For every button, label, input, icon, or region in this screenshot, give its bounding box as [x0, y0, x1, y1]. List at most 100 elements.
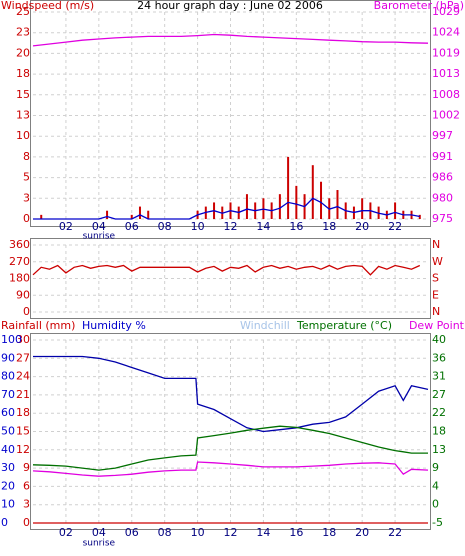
y3-tick-label: 60: [1, 406, 15, 419]
panel-frame: [30, 333, 431, 530]
y2-tick-label: 31: [432, 370, 446, 383]
y2-tick-label: -5: [432, 516, 443, 529]
y-tick-label: 5: [23, 171, 30, 184]
y2-tick-label: 4: [432, 479, 439, 492]
y-tick-label: 3: [23, 191, 30, 204]
series-line: [32, 264, 421, 276]
y-axis-label: Windspeed (m/s): [1, 0, 94, 12]
panel-frame: [30, 0, 431, 227]
x-tick-label: 18: [322, 526, 336, 539]
y3-tick-label: 0: [1, 516, 8, 529]
y-tick-label: 6: [23, 479, 30, 492]
x-tick-label: 16: [289, 526, 303, 539]
y2-tick-label: 22: [432, 406, 446, 419]
x-tick-label: 06: [125, 526, 139, 539]
y2-tick-label: 991: [432, 150, 453, 163]
x-tick-label: 08: [158, 526, 172, 539]
y3-tick-label: 40: [1, 443, 15, 456]
y2-tick-label: E: [432, 288, 439, 301]
y-tick-label: 27: [16, 351, 30, 364]
y-tick-label: 10: [16, 129, 30, 142]
x-tick-label: 18: [322, 220, 336, 233]
y-tick-label: 90: [16, 288, 30, 301]
y2-tick-label: 1013: [432, 67, 460, 80]
y-tick-label: 180: [9, 272, 30, 285]
x-tick-label: 12: [224, 526, 238, 539]
series-line: [33, 197, 420, 220]
annotation: sunrise: [83, 232, 116, 242]
y3-tick-label: 80: [1, 370, 15, 383]
y-tick-label: 18: [16, 406, 30, 419]
y-tick-label: 15: [16, 88, 30, 101]
series-line: [32, 461, 429, 477]
x-tick-label: 08: [158, 220, 172, 233]
y3-tick-label: 10: [1, 498, 15, 511]
x-tick-label: 12: [224, 220, 238, 233]
y-tick-label: 0: [23, 305, 30, 318]
y3-tick-label: 30: [1, 461, 15, 474]
y-tick-label: 20: [16, 46, 30, 59]
y2-tick-label: 27: [432, 388, 446, 401]
series-line: [32, 33, 429, 47]
y2-tick-label: N: [432, 238, 440, 251]
y2-tick-label: 1024: [432, 26, 460, 39]
y2-tick-label: 13: [432, 443, 446, 456]
y2-tick-label: W: [432, 255, 443, 268]
x-tick-label: 14: [256, 526, 270, 539]
y3-tick-label: 50: [1, 425, 15, 438]
y-tick-label: 0: [23, 212, 30, 225]
y2-tick-label: 40: [432, 333, 446, 346]
y-tick-label: 8: [23, 150, 30, 163]
header-label: Windchill: [240, 319, 290, 332]
y-tick-label: 21: [16, 388, 30, 401]
panel-frame: [30, 238, 431, 319]
y2-axis-label: Temperature (°C): [296, 319, 392, 332]
y2-tick-label: 1008: [432, 88, 460, 101]
y-tick-label: 24: [16, 370, 30, 383]
y2-tick-label: 18: [432, 425, 446, 438]
annotation: sunrise: [83, 539, 116, 549]
y-tick-label: 0: [23, 516, 30, 529]
y-tick-label: 15: [16, 425, 30, 438]
y2-tick-label: 9: [432, 461, 439, 474]
y3-tick-label: 100: [1, 333, 22, 346]
x-tick-label: 04: [92, 220, 106, 233]
y-tick-label: 3: [23, 498, 30, 511]
x-tick-label: 22: [388, 220, 402, 233]
y-axis-label: Rainfall (mm): [1, 319, 75, 332]
series-line: [32, 425, 428, 471]
y-tick-label: 30: [16, 333, 30, 346]
chart-title: 24 hour graph day : June 02 2006: [137, 0, 323, 12]
y2-tick-label: 1019: [432, 46, 460, 59]
y3-tick-label: 70: [1, 388, 15, 401]
y-tick-label: 270: [9, 255, 30, 268]
x-tick-label: 10: [191, 526, 205, 539]
y2-tick-label: 36: [432, 351, 446, 364]
x-tick-label: 10: [191, 220, 205, 233]
x-tick-label: 04: [92, 526, 106, 539]
y2-tick-label: 980: [432, 191, 453, 204]
y2-tick-label: 0: [432, 498, 439, 511]
y-tick-label: 25: [16, 5, 30, 18]
y2-tick-label: 986: [432, 171, 453, 184]
y-tick-label: 9: [23, 461, 30, 474]
x-tick-label: 14: [256, 220, 270, 233]
x-tick-label: 20: [355, 526, 369, 539]
x-tick-label: 02: [59, 220, 73, 233]
y2-axis-label: Barometer (hPa): [374, 0, 464, 12]
y2-tick-label: 1029: [432, 5, 460, 18]
x-tick-label: 16: [289, 220, 303, 233]
y2-tick-label: 997: [432, 129, 453, 142]
y3-tick-label: 90: [1, 351, 15, 364]
y-tick-label: 13: [16, 109, 30, 122]
y2-tick-label: 1002: [432, 109, 460, 122]
y2-tick-label: S: [432, 272, 439, 285]
y3-tick-label: 20: [1, 479, 15, 492]
x-tick-label: 22: [388, 526, 402, 539]
x-tick-label: 06: [125, 220, 139, 233]
x-tick-label: 02: [59, 526, 73, 539]
x-tick-label: 20: [355, 220, 369, 233]
y3-axis-label: Humidity %: [82, 319, 146, 332]
y-tick-label: 360: [9, 238, 30, 251]
